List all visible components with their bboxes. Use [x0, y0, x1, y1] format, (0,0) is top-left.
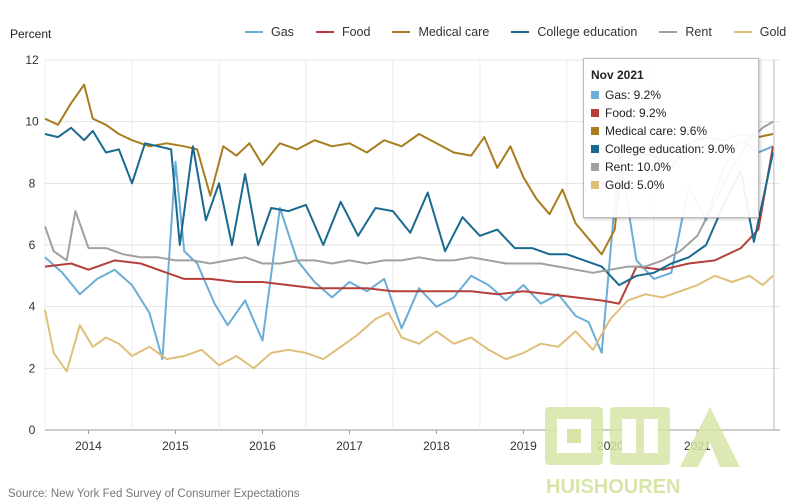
x-tick-label: 2014: [75, 439, 102, 453]
tooltip-swatch-gas: [591, 91, 599, 99]
y-tick-label: 8: [29, 176, 36, 190]
tooltip-row-college-education: College education: 9.0%: [591, 140, 758, 158]
x-tick-label: 2017: [336, 439, 363, 453]
tooltip-text-college-education: College education: 9.0%: [605, 142, 736, 156]
legend-item-food[interactable]: Food: [315, 25, 371, 39]
watermark-logo: HUISHOUREN: [545, 407, 740, 498]
legend-label-medical-care: Medical care: [418, 25, 490, 39]
tooltip-row-medical-care: Medical care: 9.6%: [591, 122, 758, 140]
chart-legend: Gas Food Medical care College education …: [245, 25, 786, 39]
tooltip-swatch-college-education: [591, 145, 599, 153]
series-lines: [44, 60, 775, 430]
x-tick-label: 2018: [423, 439, 450, 453]
legend-label-gas: Gas: [271, 25, 294, 39]
tooltip-row-rent: Rent: 10.0%: [591, 158, 758, 176]
series-line-gas: [44, 139, 774, 361]
series-line-rent: [44, 120, 774, 274]
tooltip-swatch-rent: [591, 163, 599, 171]
legend-label-food: Food: [341, 25, 371, 39]
hover-tooltip: Nov 2021 Gas: 9.2% Food: 9.2% Medical ca…: [583, 58, 759, 218]
legend-item-gas[interactable]: Gas: [245, 25, 294, 39]
legend-item-gold[interactable]: Gold: [733, 25, 787, 39]
tooltip-row-gold: Gold: 5.0%: [591, 176, 758, 194]
x-tick-label: 2015: [162, 439, 189, 453]
legend-label-college-education: College education: [537, 25, 638, 39]
legend-swatch-college-education: [511, 31, 530, 33]
y-tick-label: 4: [29, 300, 36, 314]
legend-label-gold: Gold: [759, 25, 787, 39]
legend-label-rent: Rent: [685, 25, 712, 39]
gridlines: [44, 59, 780, 431]
series-line-gold: [44, 274, 774, 373]
tooltip-text-medical-care: Medical care: 9.6%: [605, 124, 708, 138]
y-tick-label: 2: [29, 361, 36, 375]
x-tick-label: 2016: [249, 439, 276, 453]
series-line-college-education: [44, 126, 774, 287]
y-axis-label: Percent: [10, 27, 52, 41]
tooltip-swatch-food: [591, 109, 599, 117]
legend-item-medical-care[interactable]: Medical care: [392, 25, 489, 39]
svg-text:HUISHOUREN: HUISHOUREN: [546, 476, 680, 498]
y-tick-label: 12: [25, 53, 39, 67]
tooltip-swatch-gold: [591, 181, 599, 189]
tooltip-text-food: Food: 9.2%: [605, 106, 667, 120]
y-tick-label: 10: [25, 115, 39, 129]
legend-swatch-gold: [733, 31, 752, 33]
tooltip-text-gas: Gas: 9.2%: [605, 88, 662, 102]
y-tick-label: 6: [29, 238, 36, 252]
tooltip-row-food: Food: 9.2%: [591, 104, 758, 122]
legend-swatch-gas: [245, 31, 263, 33]
x-tick-label: 2019: [510, 439, 537, 453]
legend-swatch-rent: [659, 31, 678, 33]
series-line-food: [44, 146, 774, 305]
source-note: Source: New York Fed Survey of Consumer …: [8, 488, 300, 500]
legend-swatch-medical-care: [392, 31, 411, 33]
legend-item-rent[interactable]: Rent: [659, 25, 712, 39]
tooltip-text-gold: Gold: 5.0%: [605, 178, 665, 192]
y-tick-labels: 0 2 4 6 8 10 12: [25, 53, 39, 437]
tooltip-row-gas: Gas: 9.2%: [591, 86, 758, 104]
y-tick-label: 0: [29, 423, 36, 437]
tooltip-swatch-medical-care: [591, 127, 599, 135]
tooltip-text-rent: Rent: 10.0%: [605, 160, 672, 174]
legend-item-college-education[interactable]: College education: [511, 25, 637, 39]
tooltip-title: Nov 2021: [591, 68, 644, 82]
legend-swatch-food: [315, 31, 334, 33]
